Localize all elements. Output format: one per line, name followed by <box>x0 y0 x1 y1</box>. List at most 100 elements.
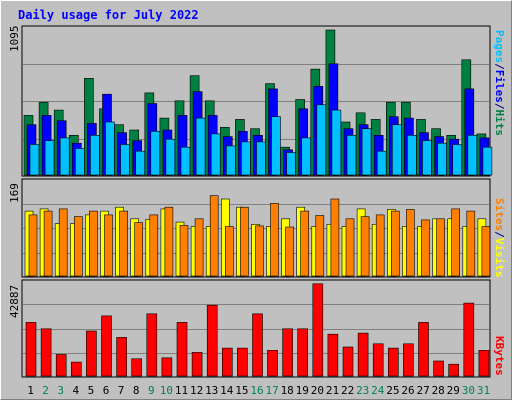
x-tick-label: 20 <box>311 384 324 397</box>
pages-bar <box>105 121 115 176</box>
kbytes-bar <box>206 304 218 377</box>
pages-bar <box>226 145 236 176</box>
sites-bar <box>164 206 174 277</box>
x-tick-label: 24 <box>371 384 385 397</box>
pages-bar <box>90 135 100 176</box>
kbytes-bar <box>297 328 309 377</box>
x-tick-label: 31 <box>477 384 490 397</box>
sites-bar <box>119 210 128 277</box>
pages-bar <box>331 109 342 176</box>
kbytes-bar <box>433 360 444 377</box>
pages-bar <box>407 135 417 176</box>
kbytes-bar <box>372 343 384 377</box>
pages-bar <box>376 150 387 176</box>
kbytes-bar <box>282 328 293 377</box>
pages-bar <box>271 116 281 176</box>
sites-bar <box>255 225 264 277</box>
sites-bar <box>360 216 370 277</box>
x-axis-labels: 1 2 3 4 5 6 7 8 9 10 11 12 13 14 15 16 17 18 19 20 21 22 23 24 2… <box>27 384 490 397</box>
sites-bar <box>134 222 143 277</box>
x-tick-label: 19 <box>296 384 309 397</box>
kbytes-bar <box>71 361 82 377</box>
pages-bar <box>135 150 145 176</box>
pages-bar <box>452 144 463 176</box>
legend-separator: / <box>493 103 506 110</box>
pages-bar <box>241 141 251 176</box>
kbytes-panel: 42887 KBytes <box>8 279 506 378</box>
x-tick-label: 13 <box>205 384 218 397</box>
sites-bar <box>194 218 204 277</box>
pages-bar <box>120 144 130 176</box>
sites-bar <box>300 210 310 277</box>
sites-bar <box>149 214 159 277</box>
hits-panel: 1095 Pages/Files/Hits <box>8 25 506 177</box>
kbytes-bar <box>116 337 127 377</box>
legend-separator: / <box>493 231 506 238</box>
sites-bar <box>58 208 68 277</box>
x-tick-label: 14 <box>220 384 234 397</box>
x-tick-label: 3 <box>57 384 64 397</box>
x-tick-label: 30 <box>462 384 475 397</box>
kbytes-bar <box>222 347 233 377</box>
visits-side-label: Sites/Visits <box>493 198 506 278</box>
sites-bar <box>28 214 38 277</box>
x-tick-label: 25 <box>386 384 399 397</box>
sites-bar <box>43 210 53 277</box>
x-tick-label: 12 <box>190 384 203 397</box>
sites-bar <box>89 210 98 277</box>
kbytes-bar <box>176 322 188 377</box>
x-tick-label: 27 <box>416 384 429 397</box>
pages-bar <box>467 135 478 176</box>
kbytes-bar <box>463 302 475 377</box>
sites-bar <box>345 218 355 277</box>
kbytes-bar <box>418 322 429 377</box>
sites-bar <box>285 226 294 277</box>
x-tick-label: 29 <box>447 384 460 397</box>
kbytes-bar <box>327 333 339 377</box>
visits-legend-label: Visits <box>493 238 506 278</box>
sites-bar <box>436 218 445 277</box>
pages-bar <box>316 104 327 176</box>
x-tick-label: 1 <box>27 384 34 397</box>
pages-legend-label: Pages <box>493 30 506 63</box>
files-legend-label: Files <box>493 70 506 103</box>
x-tick-label: 28 <box>432 384 445 397</box>
kbytes-side-label: KBytes <box>493 336 506 376</box>
kbytes-bar <box>237 347 248 377</box>
sites-bar <box>375 214 385 277</box>
pages-bar <box>150 131 161 176</box>
sites-legend-label: Sites <box>493 198 506 231</box>
x-tick-label: 21 <box>326 384 339 397</box>
kbytes-bar <box>131 358 142 377</box>
x-tick-label: 17 <box>265 384 278 397</box>
sites-bar <box>315 215 325 277</box>
sites-bar <box>225 226 234 277</box>
x-tick-label: 11 <box>175 384 188 397</box>
pages-bar <box>346 135 357 176</box>
pages-bar <box>361 128 372 176</box>
visits-max-label: 169 <box>8 183 21 203</box>
sites-bar <box>270 203 279 277</box>
pages-bar <box>29 144 40 176</box>
kbytes-bar <box>342 346 354 377</box>
kbytes-legend-label: KBytes <box>493 336 506 376</box>
x-tick-label: 23 <box>356 384 369 397</box>
x-tick-label: 6 <box>103 384 110 397</box>
sites-bar <box>451 208 461 277</box>
kbytes-bar <box>40 328 52 377</box>
sites-bar <box>240 206 249 277</box>
hits-max-label: 1095 <box>8 26 21 53</box>
sites-bar <box>481 226 491 277</box>
pages-bar <box>391 124 402 176</box>
x-tick-label: 10 <box>160 384 173 397</box>
x-tick-label: 16 <box>250 384 263 397</box>
kbytes-bar <box>387 347 399 377</box>
kbytes-bars <box>25 283 490 377</box>
pages-bar <box>75 148 85 176</box>
kbytes-bar <box>252 313 263 377</box>
x-tick-label: 5 <box>88 384 95 397</box>
pages-bar <box>195 117 206 176</box>
legend-separator: / <box>493 63 506 70</box>
sites-bar <box>390 210 400 277</box>
pages-bar <box>256 141 266 176</box>
